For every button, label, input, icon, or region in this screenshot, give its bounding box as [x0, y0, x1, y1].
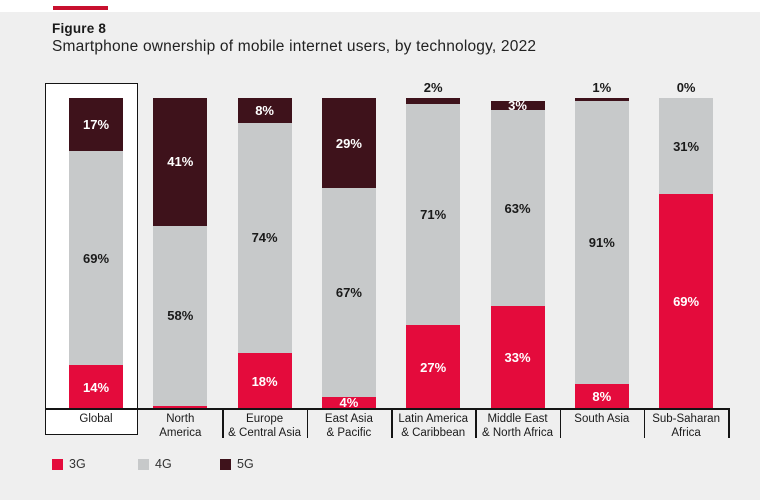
legend-item-4g: 4G	[138, 457, 172, 471]
bar-segment-5g: 29%	[321, 98, 376, 189]
category-label: Middle East & North Africa	[482, 413, 553, 439]
bar-segment-5g: 41%	[153, 98, 208, 226]
category-label: Global	[79, 413, 113, 425]
bar-segment-5g: 8%	[237, 98, 292, 123]
axis-tick	[306, 408, 309, 438]
segment-value-label: 18%	[251, 373, 278, 389]
axis-tick	[643, 408, 646, 438]
axis-tick	[475, 408, 477, 438]
x-axis-line	[45, 408, 729, 410]
segment-value-label: 17%	[82, 116, 110, 132]
above-bar-value-label: 1%	[592, 80, 612, 95]
legend-item-3g: 3G	[52, 457, 86, 471]
segment-value-label: 58%	[167, 308, 194, 324]
bar-segment-3g: 27%	[406, 325, 461, 409]
axis-tick	[559, 408, 562, 438]
legend: 3G 4G 5G	[0, 457, 760, 477]
category-label: South Asia	[574, 413, 630, 425]
bar-latin-america-caribbean: 27% 71% 2%	[406, 80, 461, 409]
bar-east-asia-pacific: 4% 67% 29%	[321, 98, 376, 411]
bar-segment-4g: 31%	[659, 98, 714, 195]
bar-segment-4g: 74%	[237, 122, 292, 354]
bar-segment-4g: 58%	[153, 225, 208, 406]
legend-item-5g: 5G	[220, 457, 254, 471]
legend-swatch-4g	[138, 458, 149, 470]
bar-segment-4g: 67%	[321, 188, 376, 397]
bar-segment-4g: 63%	[490, 110, 545, 307]
category-label: Europe & Central Asia	[228, 413, 302, 439]
bar-north-america: 1%58%41%	[153, 98, 208, 409]
bar-segment-3g: 69%	[659, 194, 714, 409]
segment-value-label: 29%	[335, 135, 362, 151]
above-bar-value-label: 2%	[423, 80, 443, 95]
bar-europe-central-asia: 18% 74% 8%	[237, 98, 292, 409]
axis-tick	[391, 408, 393, 438]
bar-segment-3g	[153, 405, 208, 409]
legend-swatch-3g	[52, 458, 63, 470]
segment-value-label: 71%	[420, 207, 447, 223]
bar-south-asia: 8% 91% 1%	[574, 80, 629, 409]
segment-value-label: 31%	[673, 138, 700, 154]
segment-value-label: 27%	[420, 359, 447, 375]
bar-segment-4g: 91%	[574, 101, 629, 385]
segment-value-label: 8%	[592, 389, 612, 405]
bar-segment-4g: 69%	[69, 150, 123, 366]
bar-sub-saharan-africa: 69% 31% 0%	[659, 80, 714, 409]
bar-segment-3g: 18%	[237, 353, 292, 409]
bar-global: 14% 69% 17%	[69, 98, 123, 409]
category-label: North America	[159, 413, 202, 439]
segment-value-label: 41%	[167, 154, 194, 170]
legend-swatch-5g	[220, 458, 231, 470]
bar-segment-3g: 4%	[321, 395, 376, 411]
bar-segment-3g: 14%	[69, 365, 123, 409]
bar-segment-5g: 17%	[69, 98, 123, 151]
segment-value-label: 4%	[339, 395, 359, 411]
accent-line	[53, 6, 108, 10]
axis-tick	[728, 408, 730, 438]
segment-value-label: 69%	[673, 294, 700, 310]
category-label: East Asia & Pacific	[324, 413, 373, 439]
segment-value-label: 69%	[82, 250, 110, 266]
category-label: Sub-Saharan Africa	[652, 413, 720, 439]
segment-value-label: 8%	[255, 102, 274, 118]
bar-segment-5g: 3%	[490, 98, 545, 114]
segment-value-label: 3%	[508, 98, 527, 114]
legend-label: 3G	[69, 457, 86, 471]
bar-segment-5g	[406, 98, 461, 105]
axis-tick	[222, 408, 224, 438]
bar-segment-3g: 8%	[574, 384, 629, 409]
legend-label: 4G	[155, 457, 172, 471]
segment-value-label: 74%	[251, 230, 278, 246]
segment-value-label: 67%	[335, 284, 362, 300]
bar-segment-5g	[574, 98, 629, 102]
figure-label: Figure 8	[52, 21, 107, 36]
bar-segment-4g: 71%	[406, 104, 461, 326]
segment-value-label: 14%	[82, 379, 110, 395]
segment-value-label: 63%	[504, 200, 531, 216]
bar-middle-east-north-africa: 33% 63% 3%	[490, 98, 545, 409]
legend-label: 5G	[237, 457, 254, 471]
segment-value-label: 91%	[588, 235, 615, 251]
above-bar-value-label: 0%	[676, 80, 696, 95]
bar-segment-3g: 33%	[490, 306, 545, 409]
category-label: Latin America & Caribbean	[398, 413, 469, 439]
segment-value-label: 33%	[504, 350, 531, 366]
chart-title: Smartphone ownership of mobile internet …	[52, 38, 537, 55]
